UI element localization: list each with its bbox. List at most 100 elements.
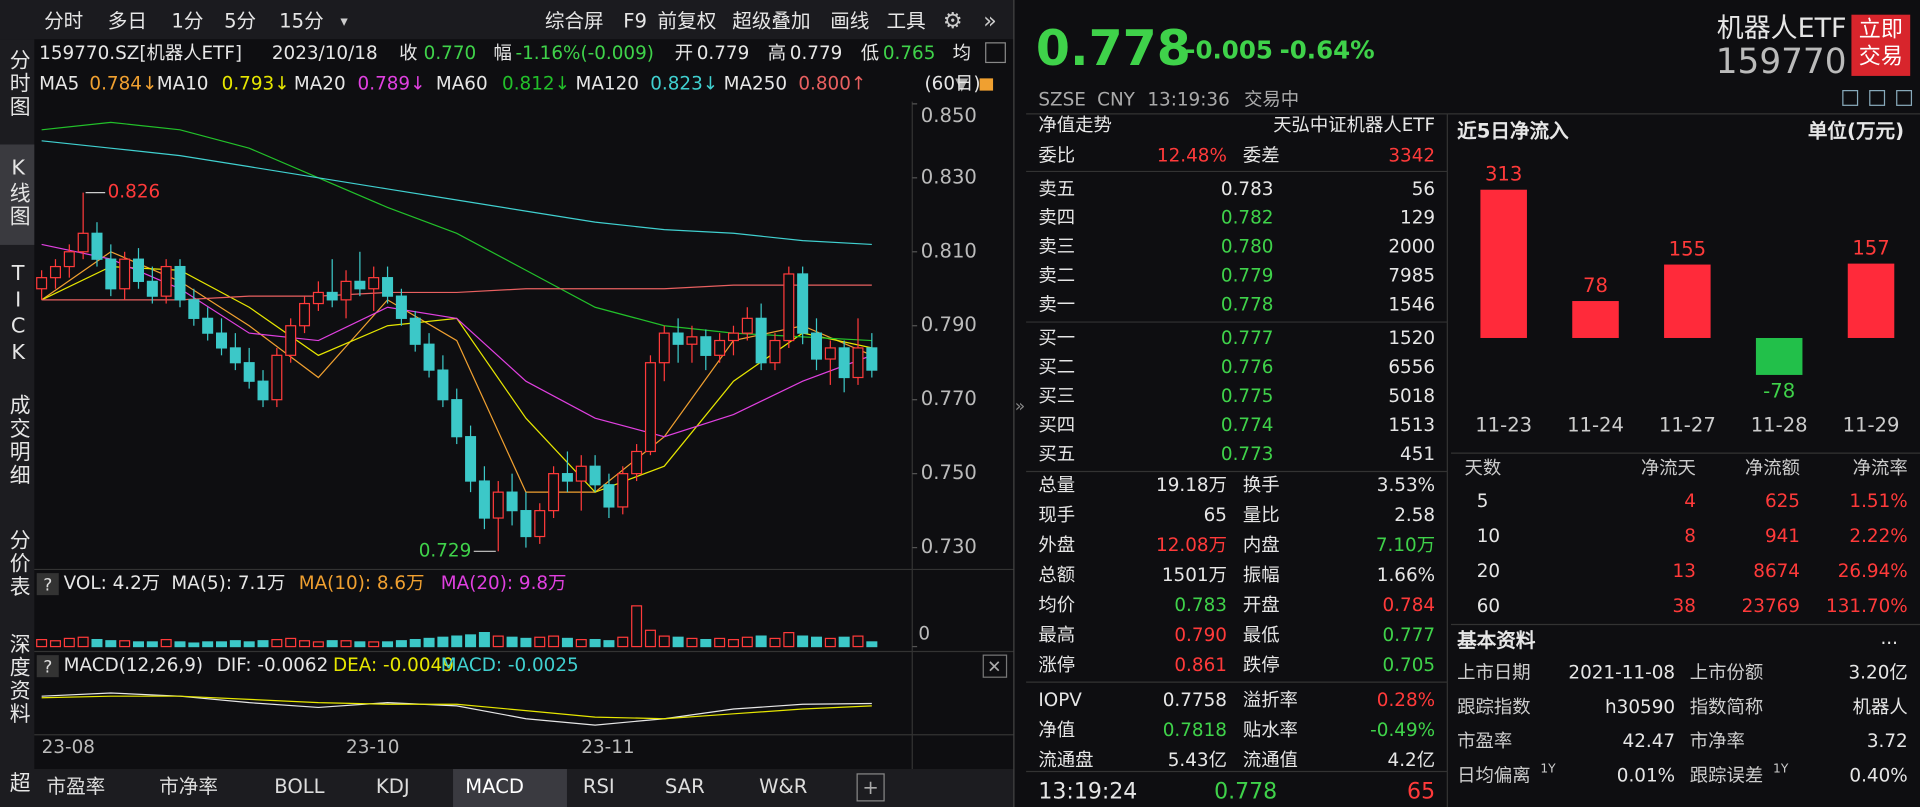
candle-body	[451, 399, 463, 438]
volume-bar	[589, 638, 601, 648]
volume-bar	[838, 636, 850, 648]
toolbar-item[interactable]: 超级叠加	[732, 10, 810, 33]
info-label: 上市份额	[1690, 663, 1763, 684]
ma-value: 0.793↓	[222, 73, 290, 94]
dropdown-icon[interactable]: ▾	[340, 13, 348, 30]
stat-label: 振幅	[1243, 565, 1280, 586]
book-price: 0.778	[1221, 294, 1274, 315]
candle-body	[465, 436, 477, 482]
info-label: 市盈率	[1457, 731, 1512, 752]
stat-value: 2.58	[1394, 505, 1435, 526]
volume-bar	[188, 642, 200, 648]
toolbar-item[interactable]: 15分	[279, 10, 323, 33]
candle-body	[36, 277, 48, 290]
period-dropdown[interactable]: ▼	[955, 74, 969, 94]
period-selector[interactable]: (60日)	[924, 73, 980, 94]
bottom-tab[interactable]: W&R	[759, 775, 808, 798]
stat-value: 19.18万	[1156, 475, 1227, 496]
volume-bar	[326, 640, 338, 648]
volume-bar	[77, 636, 89, 648]
side-tab[interactable]: 分价表	[6, 529, 30, 599]
volume-bar	[285, 637, 297, 648]
layout-icon[interactable]	[985, 42, 1006, 64]
volume-bar	[769, 637, 781, 648]
stat-value: 3.53%	[1377, 475, 1435, 496]
help-icon[interactable]	[36, 573, 59, 596]
y-tick-label: 0.850	[921, 104, 977, 127]
volume-bar	[755, 635, 767, 648]
bottom-tab[interactable]: KDJ	[376, 775, 410, 798]
side-tab[interactable]: 成交明细	[6, 394, 30, 487]
lock-icon[interactable]	[979, 78, 994, 91]
trade-button-label[interactable]: 立即交易	[1858, 17, 1903, 70]
bottom-tab-active	[453, 769, 567, 807]
ma-value: 0.823↓	[650, 73, 718, 94]
stat-value: 0.7818	[1163, 720, 1227, 741]
settings-icon[interactable]: ⚙	[943, 9, 963, 34]
toolbar-item[interactable]: 多日	[108, 10, 147, 33]
collapse-icon[interactable]: »	[1015, 397, 1025, 417]
book-level: 买一	[1038, 328, 1075, 349]
info-label: 日均偏离	[1457, 765, 1530, 786]
panel-title: 基本资料	[1457, 629, 1536, 652]
toolbar-item[interactable]: 工具	[887, 10, 926, 33]
side-tab[interactable]: TICK	[6, 261, 30, 367]
bottom-tab[interactable]: 市净率	[159, 775, 218, 798]
info-label: 上市日期	[1457, 663, 1530, 684]
toolbar-item[interactable]: 5分	[224, 10, 256, 33]
candle-body	[769, 339, 781, 364]
volume-bar	[672, 636, 684, 648]
more-button[interactable]: ...	[1880, 628, 1898, 649]
bottom-tab[interactable]: BOLL	[274, 775, 324, 798]
table-header: 净流天	[1641, 458, 1696, 479]
header-icons	[1842, 90, 1913, 106]
book-volume: 129	[1400, 208, 1435, 229]
volume-bar	[243, 641, 255, 648]
volume-bar	[644, 629, 656, 648]
stat-value: 65	[1204, 505, 1227, 526]
table-cell: 4	[1684, 491, 1696, 512]
side-tab[interactable]: 超	[6, 771, 30, 794]
quote-meta: SZSE	[1038, 89, 1085, 110]
candle-body	[271, 354, 283, 401]
bottom-tab[interactable]: MACD	[465, 775, 524, 798]
close-icon[interactable]	[982, 654, 1008, 678]
table-cell: 20	[1477, 561, 1500, 582]
toolbar-item[interactable]: 综合屏	[545, 10, 604, 33]
expand-icon[interactable]: »	[983, 9, 996, 34]
stat-value: 0.790	[1174, 625, 1227, 646]
info-label: 指数简称	[1690, 697, 1763, 718]
security-name: 机器人ETF	[1717, 13, 1847, 44]
stat-value: 0.28%	[1377, 690, 1435, 711]
table-cell: 131.70%	[1826, 596, 1908, 617]
trade-button[interactable]: 立即交易	[1854, 17, 1908, 73]
add-tab-icon[interactable]	[856, 773, 885, 802]
tick-price: 0.778	[1214, 779, 1277, 804]
volume-bar	[852, 635, 864, 648]
candle-body	[520, 510, 532, 538]
bottom-tab[interactable]: 市盈率	[47, 775, 106, 798]
bottom-tab[interactable]: SAR	[665, 775, 705, 798]
info-value: 2021-11-08	[1568, 663, 1675, 684]
info-label: 跟踪误差	[1690, 765, 1763, 786]
side-tab[interactable]: K线图	[6, 156, 30, 229]
side-tab[interactable]: 分时图	[6, 49, 30, 119]
bottom-tab[interactable]: RSI	[583, 775, 615, 798]
toolbar-item[interactable]: 1分	[171, 10, 203, 33]
info-label: 市净率	[1690, 731, 1745, 752]
trade-button-bg[interactable]	[1851, 14, 1911, 76]
toolbar-item[interactable]: F9	[623, 10, 647, 33]
toolbar-item[interactable]: 前复权	[658, 10, 717, 33]
help-icon[interactable]	[36, 655, 59, 678]
stat-label: 涨停	[1038, 655, 1075, 676]
toolbar-item[interactable]: 分时	[44, 10, 83, 33]
toolbar-item[interactable]: 画线	[830, 10, 869, 33]
volume-bar	[561, 637, 573, 648]
side-tab[interactable]: 深度资料	[6, 633, 30, 726]
panel-title: 净值走势	[1038, 115, 1111, 136]
table-header: 天数	[1464, 458, 1501, 479]
candle-body	[810, 332, 822, 360]
candle-body	[506, 491, 518, 512]
price-change-pct: -0.64%	[1280, 35, 1375, 64]
info-value: 0.770	[424, 43, 477, 64]
